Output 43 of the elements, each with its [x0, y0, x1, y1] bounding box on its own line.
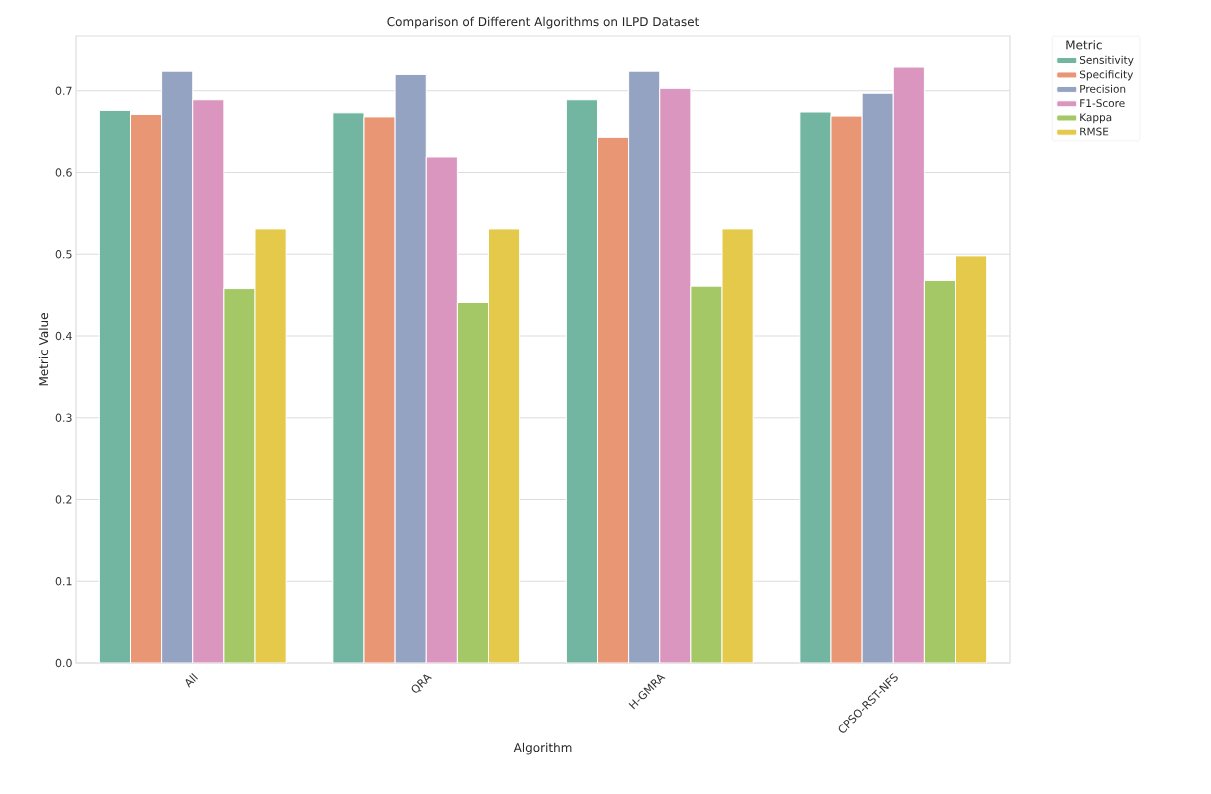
y-tick-label: 0.0 [55, 658, 72, 668]
y-tick-label: 0.2 [55, 495, 72, 504]
y-tick-label: 0.7 [55, 86, 72, 95]
bar [456, 301, 490, 663]
x-axis-title: Algorithm [513, 742, 572, 755]
bar [721, 228, 754, 663]
bar [363, 116, 396, 663]
y-tick-label: 0.6 [55, 168, 72, 177]
bar [332, 112, 365, 663]
legend-label: F1-Score [1080, 99, 1125, 108]
bar [690, 285, 723, 663]
legend-label: Sensitivity [1079, 55, 1134, 66]
bar [923, 279, 957, 663]
bar [394, 73, 427, 663]
bar [596, 136, 630, 663]
bar [659, 87, 692, 663]
bar [255, 228, 287, 663]
chart-title: Comparison of Different Algorithms on ILPD Dataset [387, 16, 700, 29]
bar [161, 71, 193, 663]
bar [488, 228, 521, 663]
bar [223, 288, 256, 663]
bar [130, 114, 162, 663]
legend-label: RMSE [1080, 127, 1109, 136]
bar [799, 111, 832, 663]
x-tick-label: All [185, 672, 198, 688]
y-tick-label: 0.5 [55, 250, 72, 259]
bar [861, 92, 894, 663]
legend-label: Specificity [1079, 70, 1134, 81]
legend-title: Metric [1066, 40, 1102, 50]
bar [628, 70, 661, 663]
y-tick-label: 0.3 [55, 413, 72, 422]
legend-label: Kappa [1080, 113, 1112, 124]
bar [425, 156, 458, 663]
bar [830, 115, 863, 663]
bar [192, 99, 224, 663]
y-axis-title: Metric Value [38, 313, 49, 386]
y-tick-label: 0.4 [55, 331, 72, 341]
legend-label: Precision [1080, 84, 1126, 93]
bar [892, 66, 925, 663]
bar [565, 99, 598, 663]
y-tick-label: 0.1 [55, 577, 72, 586]
bar [955, 255, 988, 663]
bar [99, 110, 131, 663]
